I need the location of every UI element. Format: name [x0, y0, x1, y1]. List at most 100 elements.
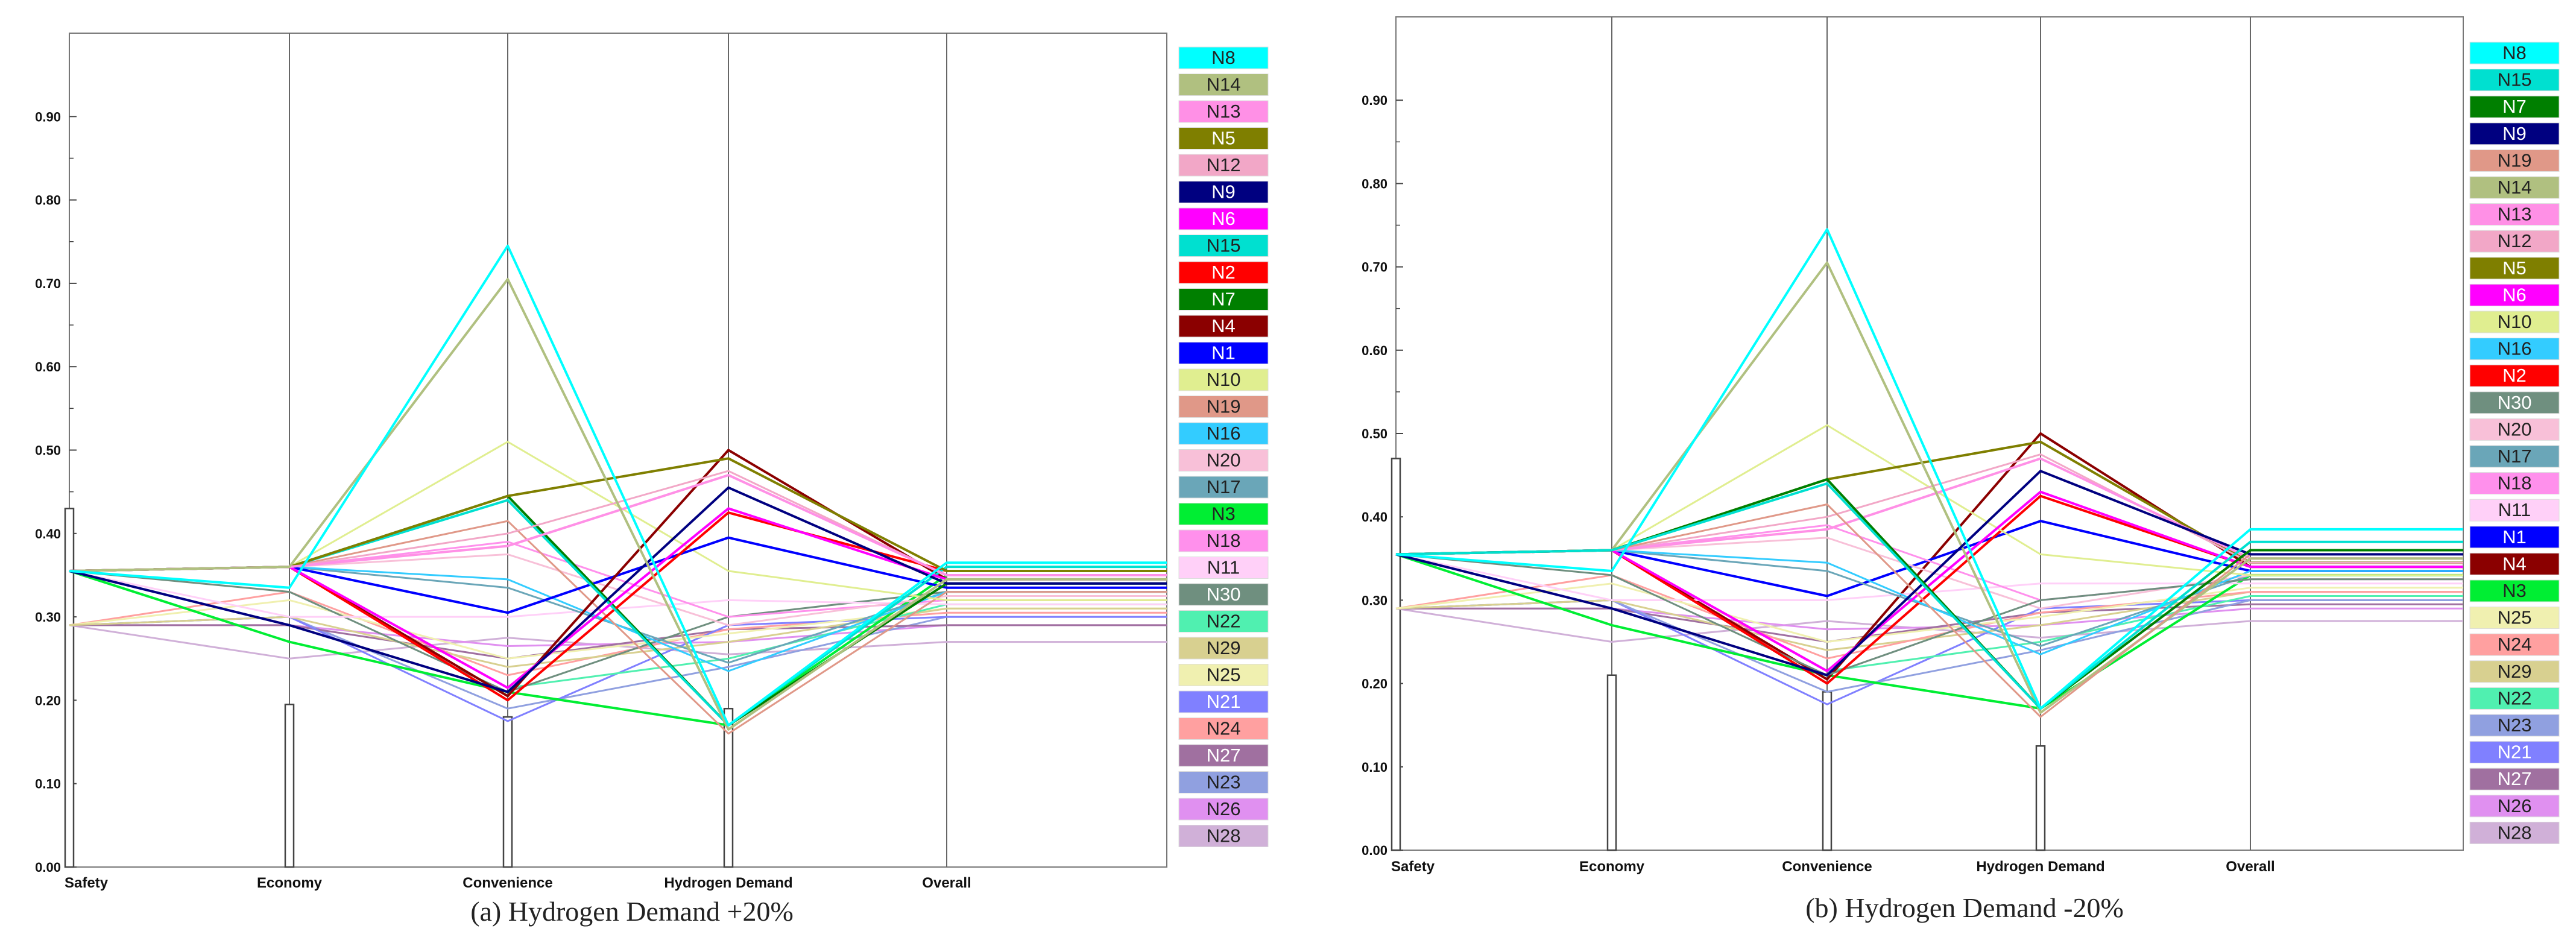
legend-label: N30 — [1207, 584, 1241, 605]
y-tick-label: 0.80 — [35, 193, 61, 208]
legend-label: N19 — [1207, 396, 1241, 417]
legend-label: N18 — [2498, 473, 2532, 494]
legend-label: N12 — [2498, 230, 2532, 251]
series-line-n21 — [1395, 599, 2463, 705]
legend-label: N25 — [2498, 607, 2532, 628]
legend-label: N16 — [1207, 423, 1241, 444]
legend-swatch — [1178, 368, 1269, 391]
series-line-n11 — [1395, 553, 2463, 601]
legend-swatch — [2469, 257, 2560, 280]
legend-swatch — [2469, 768, 2560, 790]
legend-swatch — [2469, 499, 2560, 522]
legend-swatch — [2469, 526, 2560, 549]
axis-label: Overall — [922, 875, 971, 891]
legend-swatch — [2469, 176, 2560, 199]
legend-label: N22 — [1207, 611, 1241, 632]
legend-swatch — [2469, 607, 2560, 629]
series-line-n15 — [1395, 482, 2463, 710]
legend-swatch — [2469, 95, 2560, 118]
legend-label: N19 — [2498, 150, 2532, 171]
legend-swatch — [1178, 181, 1269, 203]
legend-swatch — [2469, 741, 2560, 764]
y-tick-label: 0.70 — [35, 276, 61, 291]
series-line-n23 — [1395, 599, 2463, 693]
legend-label: N8 — [1211, 47, 1236, 68]
legend-swatch — [2469, 391, 2560, 414]
legend-label: N1 — [2502, 526, 2527, 547]
legend-label: N9 — [2502, 123, 2527, 144]
axis-value-bar — [64, 508, 75, 868]
chart-caption: (b) Hydrogen Demand -20% — [1805, 892, 2124, 923]
legend-label: N20 — [1207, 450, 1241, 471]
series-line-n6 — [69, 507, 1167, 689]
series-line-n9 — [1395, 470, 2463, 676]
legend-label: N5 — [2502, 257, 2527, 279]
legend-swatch — [2469, 338, 2560, 361]
axis-label: Hydrogen Demand — [1976, 859, 2104, 875]
legend-label: N23 — [1207, 772, 1241, 793]
panel-b-chart: 0.00 0.10 0.20 0.30 0.40 0.50 0.60 0.70 0.80 0.90… — [1362, 16, 2560, 923]
legend-label: N9 — [1211, 181, 1236, 203]
axis-value-bar — [1391, 458, 1401, 851]
legend-label: N27 — [1207, 745, 1241, 766]
series-line-n4 — [1395, 432, 2463, 681]
legend-label: N21 — [2498, 742, 2532, 763]
y-tick-label: 0.50 — [35, 443, 61, 458]
series-line-n17 — [69, 566, 1167, 664]
legend-swatch — [1178, 342, 1269, 364]
legend-label: N17 — [1207, 476, 1241, 497]
legend-label: N10 — [1207, 369, 1241, 390]
legend-label: N29 — [1207, 637, 1241, 658]
legend-label: N7 — [2502, 96, 2527, 117]
legend-swatch — [1178, 315, 1269, 338]
y-tick-label: 0.00 — [1362, 843, 1387, 858]
legend-swatch — [1178, 825, 1269, 847]
legend-swatch — [1178, 771, 1269, 793]
series-line-n23 — [69, 616, 1167, 710]
legend-label: N24 — [1207, 718, 1241, 739]
legend-label: N15 — [1207, 235, 1241, 256]
legend-label: N6 — [1211, 208, 1236, 229]
legend-swatch — [2469, 714, 2560, 737]
series-line-n19 — [1395, 503, 2463, 718]
legend-swatch — [1178, 127, 1269, 150]
legend-label: N6 — [2502, 284, 2527, 305]
legend-label: N20 — [2498, 418, 2532, 440]
series-line-n19 — [69, 520, 1167, 735]
legend-label: N22 — [2498, 687, 2532, 708]
legend-label: N3 — [2502, 580, 2527, 601]
legend-swatch — [1178, 422, 1269, 445]
y-tick-label: 0.80 — [1362, 176, 1387, 191]
y-tick-label: 0.30 — [35, 610, 61, 625]
axis-label: Economy — [1579, 859, 1645, 875]
legend-label: N30 — [2498, 392, 2532, 413]
legend-swatch — [1178, 744, 1269, 767]
y-tick-label: 0.00 — [35, 860, 61, 875]
series-line-n5 — [69, 457, 1167, 572]
legend-swatch — [1178, 476, 1269, 499]
series-line-n13 — [69, 474, 1167, 576]
legend-swatch — [2469, 230, 2560, 253]
legend-swatch — [2469, 633, 2560, 656]
axis-label: Economy — [257, 875, 323, 891]
legend-swatch — [2469, 445, 2560, 468]
axis-value-bar — [284, 704, 295, 868]
legend-swatch — [1178, 637, 1269, 660]
series-line-n30 — [1395, 553, 2463, 676]
panel-a-chart: 0.00 0.10 0.20 0.30 0.40 0.50 0.60 0.70 0.80 0.90… — [35, 33, 1269, 927]
y-tick-label: 0.10 — [35, 777, 61, 792]
legend-label: N28 — [2498, 822, 2532, 843]
axis-label: Convenience — [1782, 859, 1872, 875]
series-line-n6 — [1395, 490, 2463, 672]
legend-swatch — [1178, 798, 1269, 821]
legend-label: N13 — [1207, 101, 1241, 122]
legend-swatch — [1178, 557, 1269, 579]
series-line-n3 — [69, 570, 1167, 727]
series-line-n27 — [69, 624, 1167, 660]
y-tick-label: 0.20 — [1362, 676, 1387, 692]
legend-label: N5 — [1211, 128, 1236, 149]
legend-label: N11 — [1207, 557, 1240, 578]
legend-label: N10 — [2498, 311, 2532, 332]
y-tick-label: 0.90 — [35, 109, 61, 124]
legend-label: N3 — [1211, 503, 1236, 525]
